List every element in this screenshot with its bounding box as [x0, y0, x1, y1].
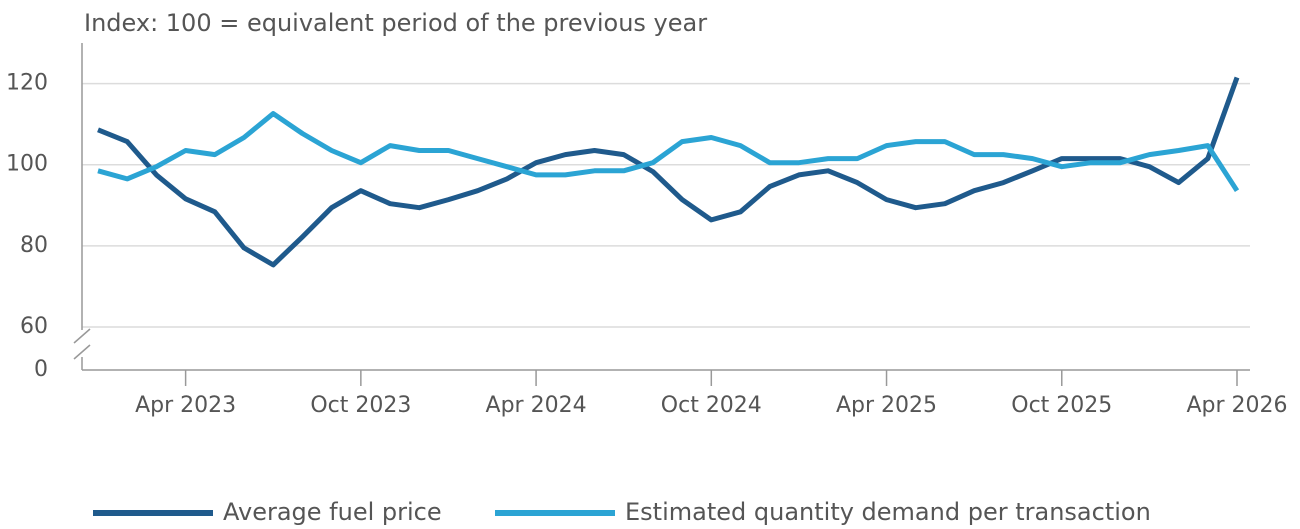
y-tick-label: 120 [6, 71, 48, 96]
x-tick-label: Oct 2024 [661, 393, 762, 418]
y-tick-label: 0 [34, 357, 48, 382]
series-line [97, 76, 1240, 268]
x-tick-label: Apr 2024 [486, 393, 587, 418]
legend-label: Average fuel price [223, 498, 442, 526]
axis-break [73, 344, 91, 360]
x-tick-label: Oct 2023 [310, 393, 411, 418]
x-tick-label: Apr 2025 [836, 393, 937, 418]
x-tick-label: Apr 2023 [135, 393, 236, 418]
y-tick-label: 100 [6, 152, 48, 177]
chart-title: Index: 100 = equivalent period of the pr… [84, 9, 707, 37]
y-tick-label: 80 [20, 233, 48, 258]
y-tick-label: 60 [20, 314, 48, 339]
x-tick-label: Oct 2025 [1011, 393, 1112, 418]
legend-label: Estimated quantity demand per transactio… [625, 498, 1151, 526]
series-line [97, 111, 1240, 193]
x-tick-label: Apr 2026 [1186, 393, 1287, 418]
axis-break [73, 328, 91, 344]
